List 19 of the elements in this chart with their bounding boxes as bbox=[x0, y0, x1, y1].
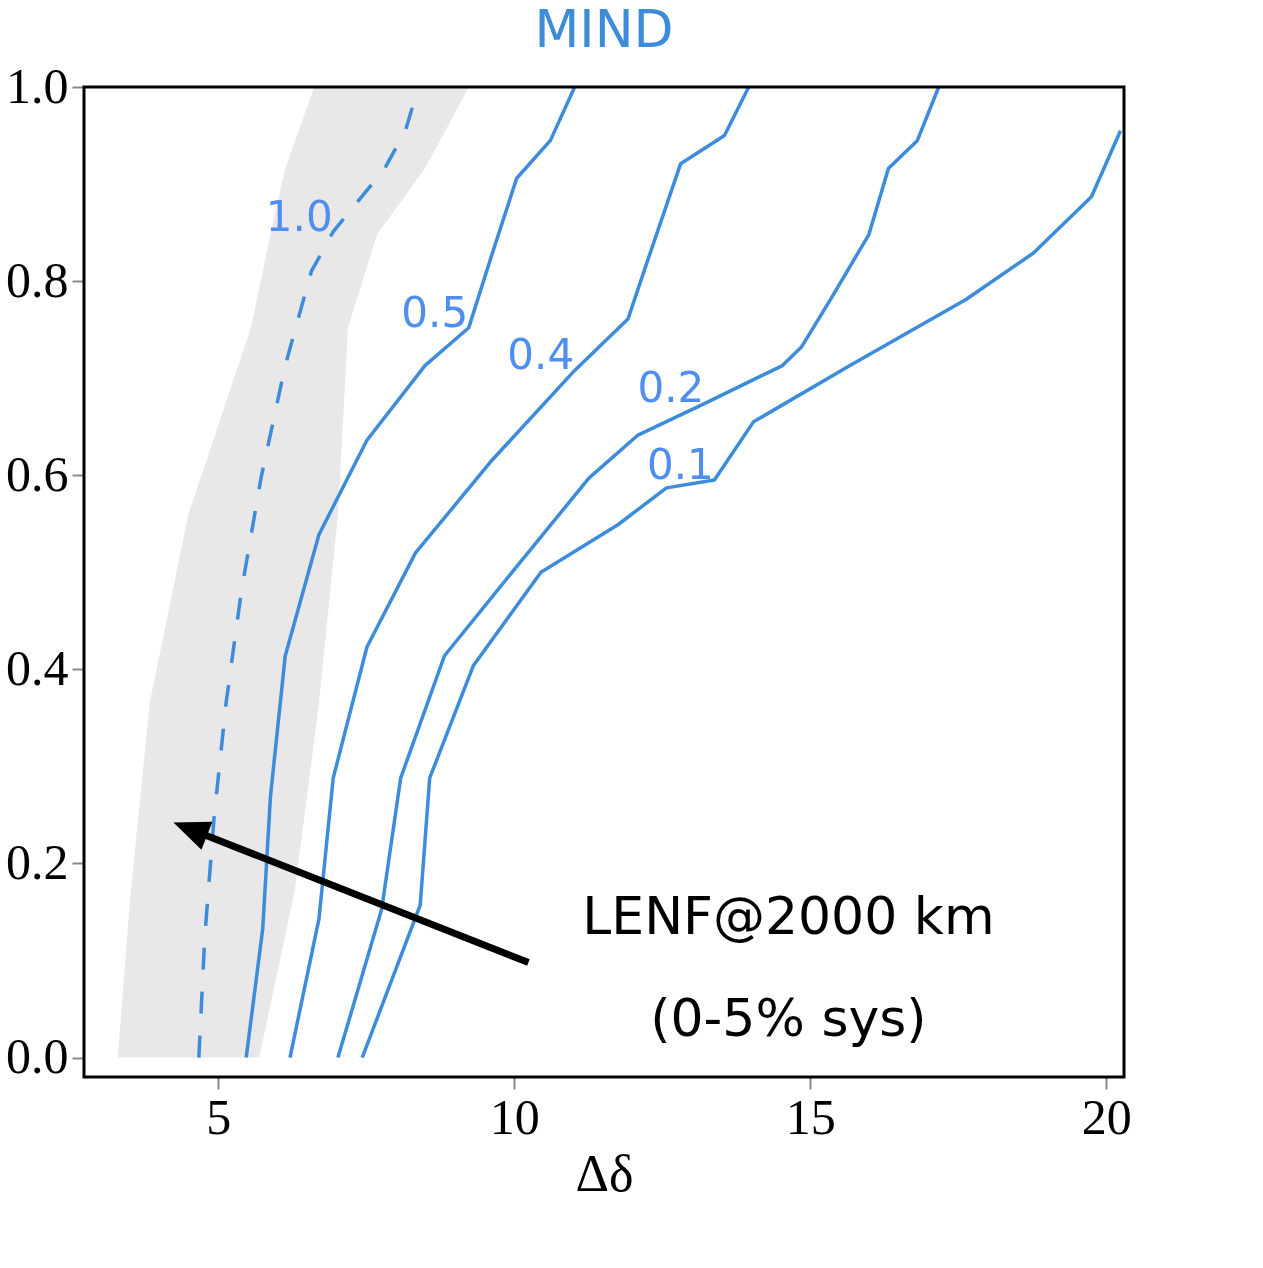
series-label: 0.2 bbox=[637, 363, 705, 413]
series-label: 0.4 bbox=[507, 330, 575, 380]
y-tick-label: 0.2 bbox=[6, 833, 69, 890]
line-series bbox=[360, 128, 1123, 1060]
series-label: 0.5 bbox=[401, 287, 469, 337]
series-label: 1.0 bbox=[265, 191, 333, 241]
y-tick-label: 0.4 bbox=[6, 639, 69, 696]
x-axis-title: Δδ bbox=[575, 1144, 634, 1202]
x-tick-label: 5 bbox=[206, 1088, 232, 1145]
annotation: LENF@2000 km (0-5% sys) bbox=[582, 885, 995, 1048]
x-tick-label: 20 bbox=[1081, 1088, 1132, 1145]
y-tick-label: 1.0 bbox=[6, 57, 69, 114]
chart-title: MIND bbox=[534, 0, 674, 59]
x-tick-label: 10 bbox=[489, 1088, 540, 1145]
x-tick-label: 15 bbox=[785, 1088, 836, 1145]
y-tick-label: 0.8 bbox=[6, 251, 69, 308]
series-label: 0.1 bbox=[646, 440, 714, 490]
y-tick-label: 0.6 bbox=[6, 445, 69, 502]
y-tick-label: 0.0 bbox=[6, 1028, 69, 1085]
